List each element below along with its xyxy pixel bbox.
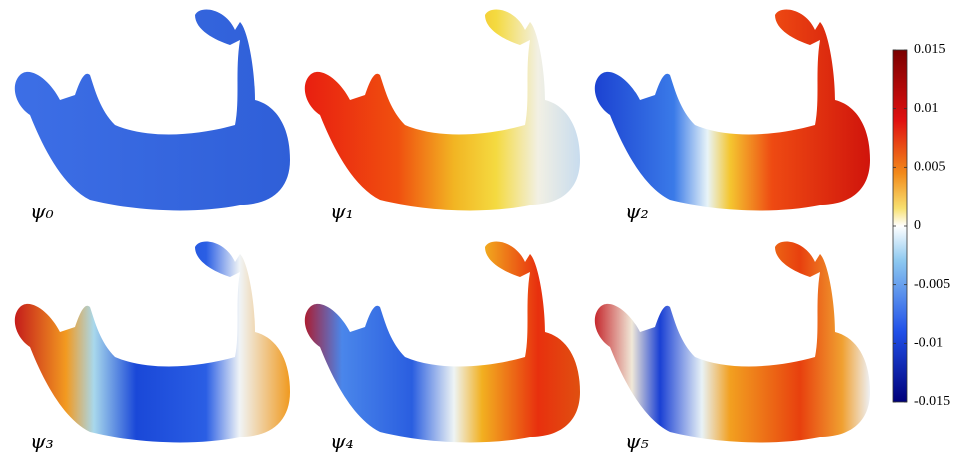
- colorbar-tick-label: 0.01: [914, 101, 939, 116]
- mandible-shape: [305, 10, 580, 211]
- figure: ψ₀ ψ₁ ψ₂ ψ₃ ψ₄ ψ₅ -0.015 -0.01 -0.005 0 0.00…: [0, 0, 960, 458]
- colorbar-tick-label: 0.015: [914, 42, 946, 57]
- colorbar-tick-label: -0.005: [914, 277, 950, 292]
- mandible-shape: [305, 242, 580, 443]
- mandible-shape: [15, 242, 290, 443]
- panel-label: ψ₅: [625, 429, 649, 453]
- mandible-shape: [15, 10, 290, 211]
- colorbar-tick-label: -0.01: [914, 336, 943, 351]
- panel-label: ψ₁: [330, 199, 354, 223]
- panel-label: ψ₃: [30, 429, 54, 453]
- panel-label: ψ₂: [625, 199, 649, 223]
- colorbar-tick-label: 0: [914, 218, 921, 233]
- mandible-shape: [595, 242, 870, 443]
- mandible-shape: [595, 10, 870, 211]
- panel-label: ψ₀: [30, 199, 54, 223]
- colorbar-tick-label: -0.015: [914, 394, 950, 409]
- panel-label: ψ₄: [330, 429, 354, 453]
- colorbar-tick-label: 0.005: [914, 160, 946, 175]
